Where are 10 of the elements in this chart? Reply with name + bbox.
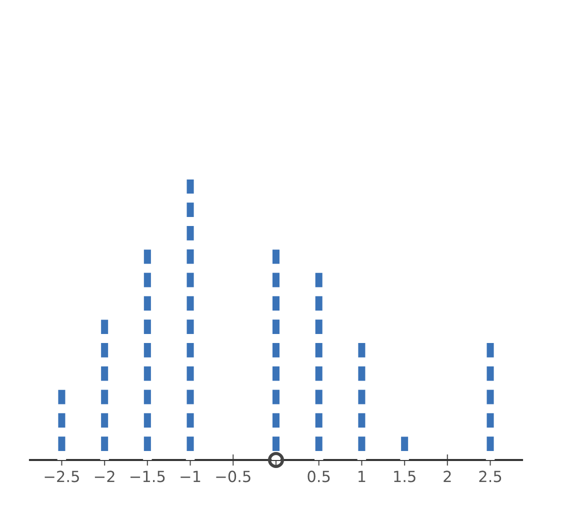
x-tick-label: −1 [180, 470, 200, 482]
x-tick-label: 1.5 [394, 470, 416, 482]
x-tick-label: 2 [444, 470, 451, 482]
x-tick-label: 0.5 [308, 470, 330, 482]
x-tick-label: −2 [94, 470, 114, 482]
x-tick-label: −1.5 [130, 470, 165, 482]
x-tick-label: −0.5 [216, 470, 250, 482]
x-tick-label: 1 [358, 470, 366, 482]
x-tick-label: −2.5 [44, 470, 79, 482]
x-tick-label: 2.5 [479, 470, 502, 482]
